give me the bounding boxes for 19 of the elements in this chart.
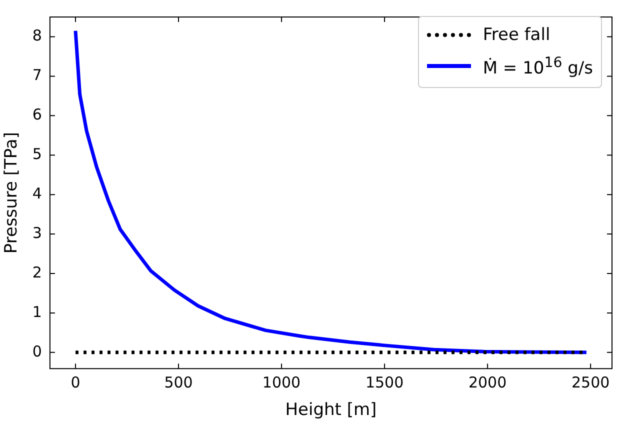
y-tick-label: 0 (32, 342, 42, 360)
x-axis-title: Height [m] (285, 400, 377, 420)
y-axis-title: Pressure [TPa] (2, 132, 22, 254)
x-tick-label: 1000 (262, 373, 301, 392)
x-tick-label: 500 (164, 373, 193, 392)
legend-label: Ṁ = 10$^{16}$ g/s (482, 54, 593, 81)
y-tick-label: 5 (32, 145, 42, 164)
x-tick-label: 2500 (571, 373, 610, 392)
legend-label: Free fall (482, 24, 550, 47)
y-tick-label: 6 (32, 106, 42, 124)
y-tick-label: 8 (32, 26, 42, 45)
y-tick-label: 7 (32, 66, 42, 84)
x-tick-label: 2000 (468, 373, 507, 392)
x-tick-label: 0 (70, 373, 80, 392)
y-tick-label: 1 (32, 302, 42, 321)
y-tick-label: 3 (32, 224, 42, 242)
x-tick-label: 1500 (365, 373, 404, 392)
y-tick-label: 2 (32, 263, 42, 282)
y-tick-label: 4 (32, 184, 42, 202)
